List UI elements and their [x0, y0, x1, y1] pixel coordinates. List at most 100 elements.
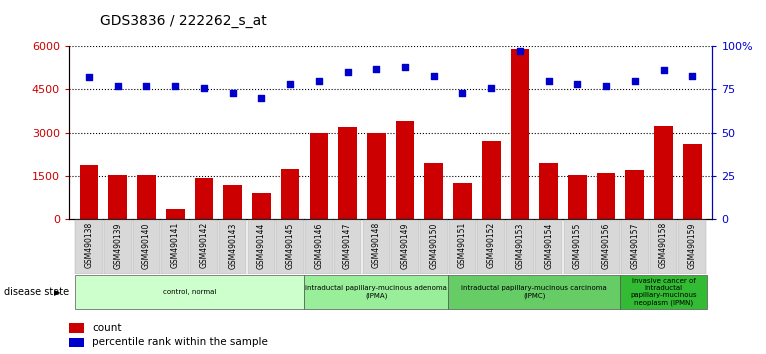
Text: GSM490157: GSM490157 — [630, 222, 640, 269]
Bar — [69, 338, 84, 347]
FancyBboxPatch shape — [449, 220, 476, 274]
Bar — [195, 178, 213, 219]
Text: intraductal papillary-mucinous adenoma
(IPMA): intraductal papillary-mucinous adenoma (… — [306, 285, 447, 299]
FancyBboxPatch shape — [535, 220, 562, 274]
FancyBboxPatch shape — [305, 220, 332, 274]
FancyBboxPatch shape — [592, 220, 620, 274]
Bar — [339, 127, 357, 219]
FancyBboxPatch shape — [679, 220, 706, 274]
Point — [629, 78, 641, 84]
Text: GSM490154: GSM490154 — [544, 222, 553, 269]
Text: GSM490142: GSM490142 — [199, 222, 208, 268]
Point — [313, 78, 325, 84]
Text: intraductal papillary-mucinous carcinoma
(IPMC): intraductal papillary-mucinous carcinoma… — [461, 285, 607, 299]
FancyBboxPatch shape — [362, 220, 390, 274]
Text: GSM490152: GSM490152 — [486, 222, 496, 268]
Text: GSM490146: GSM490146 — [314, 222, 323, 269]
FancyBboxPatch shape — [133, 220, 160, 274]
FancyBboxPatch shape — [391, 220, 419, 274]
Text: GSM490148: GSM490148 — [372, 222, 381, 268]
Bar — [137, 175, 155, 219]
FancyBboxPatch shape — [506, 220, 534, 274]
Text: disease state: disease state — [4, 287, 69, 297]
Point — [657, 68, 669, 73]
Point — [542, 78, 555, 84]
FancyBboxPatch shape — [219, 220, 247, 274]
Text: GSM490149: GSM490149 — [401, 222, 410, 269]
Bar — [166, 209, 185, 219]
Bar — [281, 169, 300, 219]
Bar — [597, 173, 615, 219]
Text: GSM490145: GSM490145 — [286, 222, 295, 269]
Point — [686, 73, 699, 78]
Text: GSM490143: GSM490143 — [228, 222, 237, 269]
FancyBboxPatch shape — [420, 220, 447, 274]
Point — [227, 90, 239, 96]
Point — [571, 81, 584, 87]
Point — [83, 74, 95, 80]
Point — [485, 85, 497, 91]
Text: GSM490144: GSM490144 — [257, 222, 266, 269]
FancyBboxPatch shape — [621, 220, 649, 274]
FancyBboxPatch shape — [448, 275, 620, 309]
FancyBboxPatch shape — [334, 220, 362, 274]
Point — [255, 95, 267, 101]
Bar — [539, 163, 558, 219]
Bar — [626, 170, 644, 219]
FancyBboxPatch shape — [277, 220, 304, 274]
Bar — [424, 163, 443, 219]
FancyBboxPatch shape — [247, 220, 275, 274]
Point — [140, 83, 152, 89]
Text: GSM490155: GSM490155 — [573, 222, 582, 269]
FancyBboxPatch shape — [620, 275, 706, 309]
Text: GSM490158: GSM490158 — [659, 222, 668, 268]
Point — [342, 69, 354, 75]
Text: GSM490139: GSM490139 — [113, 222, 123, 269]
Point — [427, 73, 440, 78]
Bar — [252, 193, 270, 219]
Bar — [482, 141, 500, 219]
Point — [514, 48, 526, 54]
FancyBboxPatch shape — [477, 220, 505, 274]
Text: GSM490138: GSM490138 — [84, 222, 93, 268]
FancyBboxPatch shape — [104, 220, 132, 274]
FancyBboxPatch shape — [305, 275, 448, 309]
Point — [284, 81, 296, 87]
Bar — [367, 133, 385, 219]
Bar — [654, 126, 673, 219]
Bar — [224, 185, 242, 219]
Point — [600, 83, 612, 89]
Text: ▶: ▶ — [54, 287, 61, 297]
Point — [370, 66, 382, 72]
Text: GSM490140: GSM490140 — [142, 222, 151, 269]
Point — [112, 83, 124, 89]
Text: GSM490156: GSM490156 — [601, 222, 611, 269]
Text: count: count — [92, 323, 122, 333]
Text: GSM490141: GSM490141 — [171, 222, 180, 268]
Bar — [396, 121, 414, 219]
FancyBboxPatch shape — [162, 220, 189, 274]
Point — [457, 90, 469, 96]
Bar — [568, 175, 587, 219]
FancyBboxPatch shape — [75, 275, 305, 309]
Text: invasive cancer of
intraductal
papillary-mucinous
neoplasm (IPMN): invasive cancer of intraductal papillary… — [630, 278, 697, 306]
Text: GSM490151: GSM490151 — [458, 222, 467, 268]
Bar — [683, 144, 702, 219]
FancyBboxPatch shape — [75, 220, 103, 274]
Text: percentile rank within the sample: percentile rank within the sample — [92, 337, 268, 347]
FancyBboxPatch shape — [564, 220, 591, 274]
Bar — [309, 133, 328, 219]
FancyBboxPatch shape — [190, 220, 218, 274]
Point — [169, 83, 182, 89]
Bar — [80, 165, 98, 219]
Bar — [109, 175, 127, 219]
Text: GDS3836 / 222262_s_at: GDS3836 / 222262_s_at — [100, 14, 267, 28]
Text: GSM490147: GSM490147 — [343, 222, 352, 269]
Bar — [511, 49, 529, 219]
Bar — [69, 323, 84, 333]
Point — [399, 64, 411, 70]
FancyBboxPatch shape — [650, 220, 677, 274]
Text: GSM490159: GSM490159 — [688, 222, 697, 269]
Text: GSM490153: GSM490153 — [516, 222, 525, 269]
Point — [198, 85, 210, 91]
